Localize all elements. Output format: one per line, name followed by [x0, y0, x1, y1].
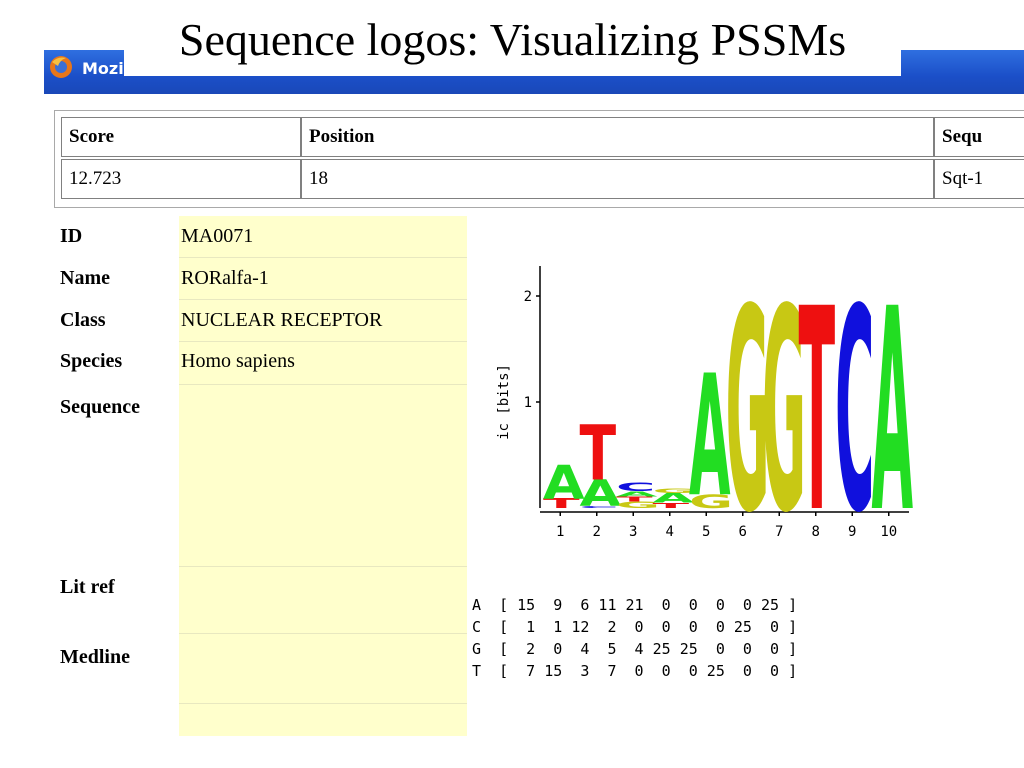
x-tick-label: 1: [556, 524, 564, 540]
logo-letter-A: A: [653, 491, 696, 506]
matrix-row-A: A [ 15 9 6 11 21 0 0 0 0 25 ]: [472, 596, 798, 614]
score-cell: 12.723: [61, 159, 301, 199]
sequence-label: Sequence: [60, 396, 140, 418]
column-header-score: Score: [61, 117, 301, 157]
logo-letter-T: T: [543, 496, 580, 511]
row-separator: [179, 566, 467, 567]
logo-letter-G: G: [653, 488, 697, 495]
id-label: ID: [60, 225, 83, 247]
position-cell: 18: [301, 159, 934, 199]
x-tick-label: 10: [880, 524, 897, 540]
x-tick-label: 9: [848, 524, 856, 540]
matrix-row-G: G [ 2 0 4 5 4 25 25 0 0 0 ]: [472, 640, 798, 658]
class-label: Class: [60, 309, 106, 331]
logo-letter-C: C: [580, 505, 619, 508]
name-label: Name: [60, 267, 110, 289]
slide-title-backdrop: [124, 8, 901, 76]
medline-label: Medline: [60, 646, 130, 668]
column-header-sequence: Sequ: [934, 117, 1024, 157]
x-tick-label: 3: [629, 524, 637, 540]
slide-title: Sequence logos: Visualizing PSSMs: [178, 14, 847, 65]
row-separator: [179, 633, 467, 634]
logo-letter-G: G: [726, 258, 770, 558]
row-separator: [179, 341, 467, 342]
column-header-position: Position: [301, 117, 934, 157]
name-value: RORalfa-1: [181, 267, 269, 289]
logo-letter-A: A: [616, 490, 658, 499]
x-tick-label: 4: [666, 524, 674, 540]
row-separator: [179, 257, 467, 258]
logo-letter-T: T: [616, 495, 653, 504]
logo-letter-A: A: [872, 258, 914, 558]
logo-axes: 1 2 ic [bits] 1 2 3 4 5 6 7 8 9 10: [496, 266, 909, 540]
row-separator: [179, 299, 467, 300]
logo-letter-C: C: [616, 481, 655, 494]
value-column: [179, 216, 467, 736]
x-tick-label: 6: [739, 524, 747, 540]
x-tick-label: 2: [593, 524, 601, 540]
logo-letter-A: A: [580, 472, 622, 515]
x-tick-label: 8: [812, 524, 820, 540]
row-separator: [179, 703, 467, 704]
class-value: NUCLEAR RECEPTOR: [181, 309, 383, 331]
logo-letter-G: G: [616, 500, 660, 510]
firefox-icon: [50, 56, 72, 78]
logo-letter-T: T: [580, 410, 617, 498]
results-table: Score Position Sequ 12.723 18 Sqt-1: [54, 110, 1024, 208]
id-value: MA0071: [181, 225, 254, 247]
logo-letter-T: T: [799, 258, 836, 558]
logo-letter-A: A: [689, 341, 731, 535]
logo-letter-T: T: [653, 501, 690, 510]
litref-label: Lit ref: [60, 576, 115, 598]
logo-letter-G: G: [689, 491, 733, 513]
matrix-row-C: C [ 1 1 12 2 0 0 0 0 25 0 ]: [472, 618, 798, 636]
logo-letter-A: A: [543, 455, 585, 510]
y-tick-label: 1: [524, 395, 532, 411]
species-value: Homo sapiens: [181, 350, 295, 372]
x-tick-label: 5: [702, 524, 710, 540]
species-label: Species: [60, 350, 123, 372]
row-separator: [179, 384, 467, 385]
sequence-cell: Sqt-1: [934, 159, 1024, 199]
y-axis-label: ic [bits]: [496, 364, 512, 440]
logo-letter-G: G: [762, 258, 806, 558]
logo-letter-C: C: [835, 258, 874, 558]
y-tick-label: 2: [524, 289, 532, 305]
x-tick-label: 7: [775, 524, 783, 540]
matrix-row-T: T [ 7 15 3 7 0 0 0 25 0 0 ]: [472, 662, 798, 680]
